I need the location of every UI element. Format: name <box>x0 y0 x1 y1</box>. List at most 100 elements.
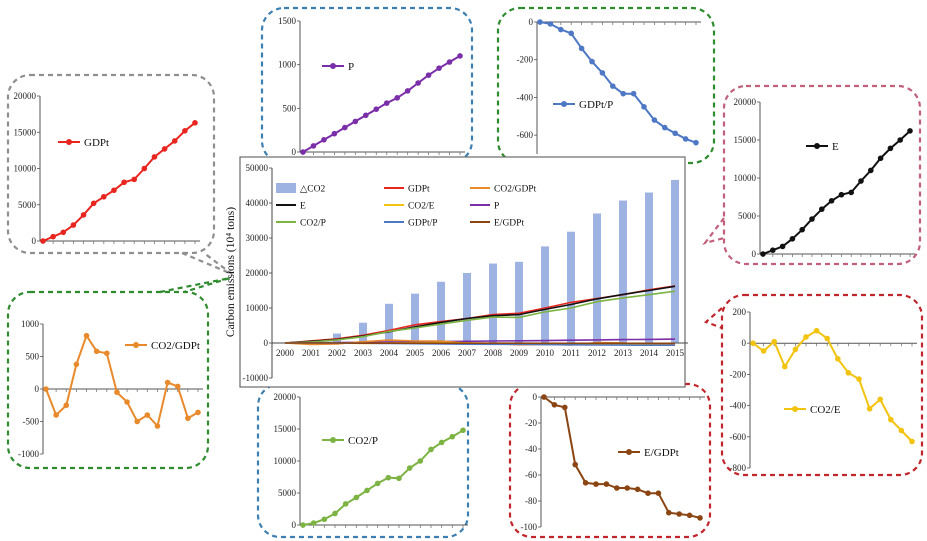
chart-e-gdpt-point <box>603 481 610 487</box>
chart-co2-e-point <box>803 334 809 340</box>
chart-p-legend-marker <box>330 63 336 69</box>
callout-e-border <box>722 84 922 266</box>
main-bar <box>489 263 497 343</box>
chart-gdpt-p-series-line <box>539 21 697 144</box>
chart-e-gdpt: 0 -20 -40 -60 -80 -100 E/GDPt <box>521 392 705 532</box>
main-x-tick-label: 2004 <box>380 348 399 358</box>
chart-gdpt-p-point <box>537 19 543 25</box>
main-x-tick-label: 2014 <box>640 348 659 358</box>
chart-e-gdpt-point <box>572 461 578 468</box>
chart-co2-gdpt-point <box>104 350 110 357</box>
chart-co2-p-point <box>417 458 424 464</box>
chart-e-point <box>799 226 805 233</box>
chart-co2-e-point <box>782 363 788 370</box>
main-legend-label: E <box>300 202 306 212</box>
chart-co2-e-series-line <box>752 329 913 443</box>
main-x-tick-label: 2000 <box>276 348 295 358</box>
chart-co2-p-y-tick-label: 0 <box>292 520 297 530</box>
chart-co2-gdpt-point <box>154 423 161 429</box>
chart-co2-gdpt-y-tick-label: 500 <box>26 352 40 362</box>
chart-co2-e-legend-marker <box>792 406 798 412</box>
main-y-tick-label: 10000 <box>246 303 269 313</box>
chart-e-legend-label: E <box>832 141 839 153</box>
main-bar <box>619 200 627 343</box>
chart-co2-gdpt-point <box>185 415 191 422</box>
chart-co2-e-point <box>877 396 883 403</box>
chart-gdpt-y-tick-label: 10000 <box>14 164 37 174</box>
main-bar <box>567 231 575 343</box>
chart-e-point <box>868 167 874 174</box>
chart-e-gdpt-point <box>593 481 599 487</box>
chart-gdpt-p: 0 -200 -400 -600 GDPt/P <box>517 17 701 154</box>
chart-e-y-tick-label: 20000 <box>734 97 757 107</box>
chart-co2-gdpt-point <box>174 383 181 390</box>
chart-e-point <box>858 178 864 184</box>
chart-co2-p-point <box>353 494 360 501</box>
chart-e-gdpt-y-tick-label: -60 <box>525 470 537 480</box>
chart-co2-gdpt-point <box>63 402 70 409</box>
chart-gdpt-y-tick-label: 20000 <box>14 91 37 101</box>
chart-gdpt-p-point <box>682 136 689 142</box>
chart-co2-e-point <box>771 338 777 345</box>
chart-co2-e-y-tick-label: -400 <box>730 401 747 411</box>
main-legend-label: GDPt/P <box>408 219 438 229</box>
chart-e-gdpt-y-tick-label: -100 <box>521 522 538 532</box>
chart-co2-gdpt-y-tick-label: 1000 <box>21 319 40 329</box>
chart-p-point <box>300 149 306 155</box>
chart-p-legend-label: P <box>348 61 354 73</box>
main-x-tick-label: 2015 <box>666 348 685 358</box>
chart-gdpt-point <box>121 179 127 186</box>
chart-p-point <box>352 118 359 125</box>
chart-e-legend-marker <box>814 143 820 149</box>
chart-p-point <box>321 136 327 143</box>
chart-e-gdpt-point <box>614 485 620 491</box>
chart-co2-p-point <box>310 520 317 526</box>
callout-gdpt-border <box>6 73 216 255</box>
callout-gdpt-p-border <box>496 6 716 165</box>
chart-co2-e-point <box>888 416 894 423</box>
callout-co2-e-tail <box>703 307 723 330</box>
chart-gdpt-point <box>131 176 137 183</box>
chart-co2-gdpt-legend-label: CO2/GDPt <box>151 340 200 352</box>
callout-gdpt-tail <box>181 251 233 276</box>
chart-co2-p-point <box>364 487 370 494</box>
chart-co2-p-point <box>449 433 456 440</box>
chart-e-gdpt-point <box>676 511 682 517</box>
chart-co2-gdpt-point <box>195 409 201 416</box>
chart-gdpt-p-point <box>558 26 564 33</box>
chart-co2-p-point <box>300 522 306 528</box>
chart-p-point <box>436 65 442 71</box>
chart-co2-gdpt-point <box>144 412 151 418</box>
chart-co2-gdpt-point <box>93 348 100 355</box>
chart-e-gdpt-point <box>562 404 568 411</box>
chart-co2-e-y-tick-label: 0 <box>742 338 747 348</box>
chart-p-point <box>457 53 463 59</box>
chart-e-point <box>819 206 825 212</box>
main-chart: 50000 40000 30000 20000 10000 0 -10000 Carbon e… <box>225 156 688 388</box>
main-bar <box>463 273 471 343</box>
main-x-tick-label: 2005 <box>406 348 425 358</box>
chart-p-point <box>383 100 390 106</box>
chart-co2-e-point <box>824 335 830 342</box>
chart-gdpt-point <box>161 146 168 152</box>
main-x-tick-label: 2010 <box>536 348 555 358</box>
chart-co2-gdpt-point <box>83 332 90 339</box>
chart-co2-e: 200 0 -200 -400 -600 -800 CO2/E <box>730 307 917 473</box>
chart-e-point <box>877 155 884 162</box>
chart-gdpt-p-point <box>610 83 616 89</box>
main-x-tick-label: 2007 <box>458 348 477 358</box>
chart-co2-p-series-line <box>302 429 464 526</box>
chart-gdpt-p-point <box>662 124 668 131</box>
chart-gdpt-point <box>111 187 117 194</box>
main-bar <box>359 322 367 343</box>
chart-p-point <box>404 88 411 94</box>
main-y-tick-label: 20000 <box>246 268 269 278</box>
chart-gdpt: 20000 15000 10000 5000 0 GDPt <box>14 91 200 246</box>
main-legend-swatch <box>276 183 296 193</box>
chart-e-gdpt-point <box>645 490 651 497</box>
main-x-tick-label: 2002 <box>328 348 346 358</box>
chart-gdpt-point <box>60 229 67 236</box>
chart-p-point <box>415 80 421 86</box>
chart-p-point <box>446 59 453 65</box>
